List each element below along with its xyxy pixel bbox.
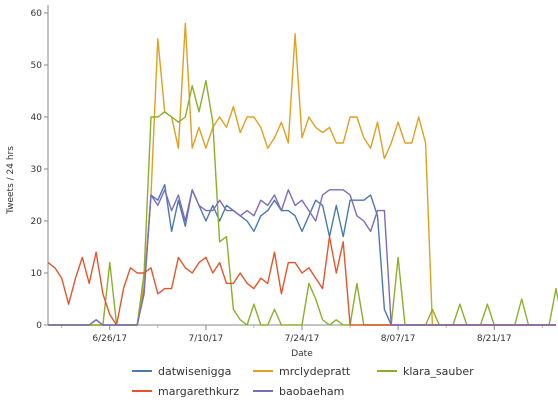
y-tick-label: 0 bbox=[36, 321, 42, 331]
legend-item-datwisenigga: datwisenigga bbox=[132, 365, 231, 378]
series-line-datwisenigga bbox=[48, 183, 556, 326]
legend-item-margarethkurz: margarethkurz bbox=[132, 385, 239, 398]
plot-frame bbox=[47, 5, 556, 326]
legend: datwisenigga mrclydepratt klara_saubermarg… bbox=[132, 365, 474, 398]
y-axis-ticks: 0 10 20 30 40 50 60 bbox=[31, 9, 48, 331]
legend-label: margarethkurz bbox=[158, 385, 239, 398]
legend-item-baobaeham: baobaeham bbox=[253, 385, 344, 398]
x-tick-label: 6/26/17 bbox=[92, 334, 127, 344]
x-tick-label: 8/21/17 bbox=[477, 334, 512, 344]
legend-label: mrclydepratt bbox=[279, 365, 351, 378]
y-tick-label: 40 bbox=[31, 113, 43, 123]
legend-label: baobaeham bbox=[279, 385, 344, 398]
series-lines bbox=[47, 22, 558, 326]
y-tick-label: 30 bbox=[31, 165, 43, 175]
x-axis-title: Date bbox=[291, 349, 313, 359]
legend-label: klara_sauber bbox=[403, 365, 474, 378]
legend-item-mrclydepratt: mrclydepratt bbox=[253, 365, 351, 378]
x-axis-ticks: 6/26/17 7/10/17 7/24/17 8/07/17 8/21/17 bbox=[61, 325, 543, 344]
y-tick-label: 10 bbox=[31, 269, 43, 279]
series-line-mrclydepratt bbox=[48, 22, 556, 326]
legend-label: datwisenigga bbox=[158, 365, 231, 378]
y-tick-label: 50 bbox=[31, 61, 43, 71]
legend-item-klara_sauber: klara_sauber bbox=[377, 365, 474, 378]
series-line-baobaeham bbox=[48, 189, 556, 326]
y-tick-label: 60 bbox=[31, 9, 43, 19]
y-axis-title: Tweets / 24 hrs bbox=[6, 146, 16, 215]
series-line-margarethkurz bbox=[47, 235, 556, 326]
x-tick-label: 8/07/17 bbox=[381, 334, 416, 344]
y-tick-label: 20 bbox=[31, 217, 43, 227]
x-tick-label: 7/24/17 bbox=[285, 334, 320, 344]
x-tick-label: 7/10/17 bbox=[189, 334, 224, 344]
